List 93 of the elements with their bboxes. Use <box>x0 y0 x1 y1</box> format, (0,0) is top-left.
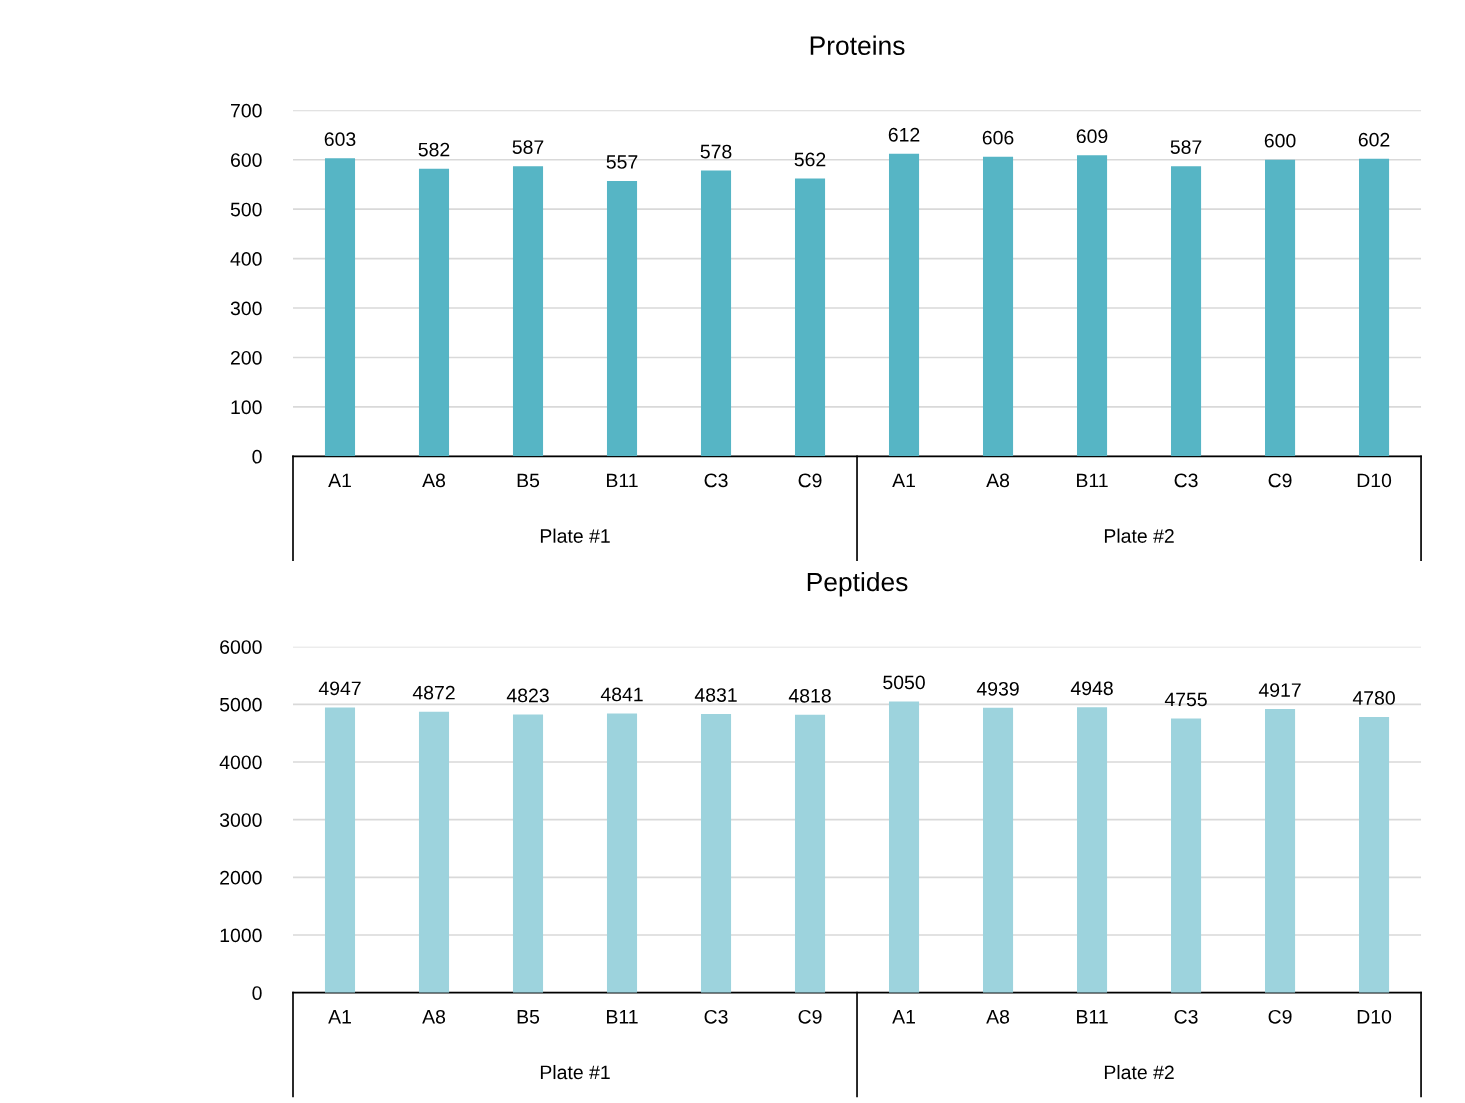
y-tick-label: 300 <box>230 301 262 316</box>
y-tick-label: 2000 <box>220 870 262 885</box>
x-tick-label: A1 <box>892 1010 915 1024</box>
data-label: 4831 <box>694 688 737 702</box>
data-label: 587 <box>1170 140 1202 154</box>
x-tick-label: C9 <box>798 473 822 488</box>
data-label: 4917 <box>1258 683 1301 697</box>
data-label: 4818 <box>788 688 831 703</box>
y-tick-label: 400 <box>230 252 262 266</box>
data-label: 578 <box>700 144 732 159</box>
x-tick-label: A1 <box>328 1010 351 1024</box>
x-tick-label: A8 <box>422 1009 446 1024</box>
data-label: 4872 <box>412 685 455 700</box>
bar <box>512 714 544 993</box>
bar <box>324 707 356 993</box>
data-label: 4841 <box>600 687 643 702</box>
bar <box>1359 158 1390 457</box>
y-tick-label: 700 <box>231 103 262 118</box>
x-tick-label: C9 <box>1268 1009 1292 1024</box>
y-tick-label: 6000 <box>220 640 262 654</box>
x-tick-label: C9 <box>798 1009 822 1024</box>
bar <box>1171 166 1202 457</box>
bar <box>1076 155 1108 457</box>
x-tick-label: B11 <box>1077 1010 1108 1024</box>
bar <box>982 156 1014 457</box>
bar <box>512 166 544 457</box>
text: Plate #2 <box>1104 528 1174 543</box>
y-tick-label: 500 <box>230 202 262 217</box>
y-tick-label: 1000 <box>220 928 262 943</box>
y-tick-label: 5000 <box>219 697 262 712</box>
data-label: 582 <box>418 142 450 157</box>
bar <box>794 714 826 993</box>
x-tick-label: C3 <box>1174 473 1198 488</box>
bar <box>418 711 450 993</box>
data-label: 5050 <box>883 675 925 690</box>
data-label: 4823 <box>506 688 549 703</box>
bar <box>794 178 826 457</box>
bar <box>418 168 450 457</box>
x-tick-label: C3 <box>1174 1009 1198 1024</box>
data-label: 612 <box>888 127 920 142</box>
text: Plate #1 <box>540 1064 610 1080</box>
x-tick-label: C3 <box>704 473 728 488</box>
data-label: 4780 <box>1352 691 1395 705</box>
y-tick-label: 100 <box>231 400 262 415</box>
bar <box>982 707 1014 993</box>
data-label: 609 <box>1076 129 1108 144</box>
bar <box>606 713 638 993</box>
bar <box>606 180 638 457</box>
bar <box>1265 709 1296 993</box>
data-label: 606 <box>982 130 1014 145</box>
x-tick-label: B11 <box>1077 473 1108 488</box>
data-label: 600 <box>1264 133 1296 148</box>
chart-title: Peptides <box>807 571 908 597</box>
y-tick-label: 0 <box>252 449 262 464</box>
y-tick-label: 4000 <box>219 755 262 770</box>
bar <box>700 714 732 993</box>
y-tick-label: 200 <box>230 350 262 365</box>
y-tick-label: 0 <box>252 986 262 1000</box>
x-tick-label: A1 <box>892 473 915 488</box>
x-tick-label: B5 <box>517 473 540 488</box>
bar <box>1359 717 1390 993</box>
data-label: 4947 <box>318 681 361 696</box>
x-tick-label: C9 <box>1268 473 1292 488</box>
data-label: 587 <box>512 140 544 154</box>
x-tick-label: A8 <box>986 473 1010 488</box>
chart-title: Proteins <box>810 35 905 55</box>
bar <box>1265 159 1296 457</box>
text: Plate #1 <box>540 528 610 543</box>
x-tick-label: A8 <box>422 473 446 488</box>
bar <box>888 701 920 993</box>
x-tick-label: A1 <box>328 473 351 488</box>
y-tick-label: 600 <box>230 153 262 167</box>
data-label: 4939 <box>976 681 1019 696</box>
data-label: 602 <box>1358 132 1390 147</box>
x-tick-label: C3 <box>704 1009 728 1024</box>
x-tick-label: B11 <box>607 1010 638 1024</box>
bar <box>1171 718 1202 993</box>
bar <box>324 158 356 457</box>
data-label: 603 <box>324 132 356 147</box>
x-tick-label: B5 <box>517 1010 540 1024</box>
data-label: 4755 <box>1164 692 1207 707</box>
x-tick-label: D10 <box>1357 1009 1392 1024</box>
data-label: 562 <box>794 152 826 167</box>
data-label: 4948 <box>1070 681 1113 696</box>
text: Plate #2 <box>1104 1064 1174 1080</box>
x-tick-label: A8 <box>986 1009 1010 1024</box>
x-tick-label: B11 <box>607 473 638 488</box>
bar <box>888 153 920 457</box>
y-tick-label: 3000 <box>219 813 262 827</box>
bar <box>1076 707 1108 993</box>
x-tick-label: D10 <box>1357 473 1392 488</box>
data-label: 557 <box>606 155 638 169</box>
bar <box>700 170 732 457</box>
